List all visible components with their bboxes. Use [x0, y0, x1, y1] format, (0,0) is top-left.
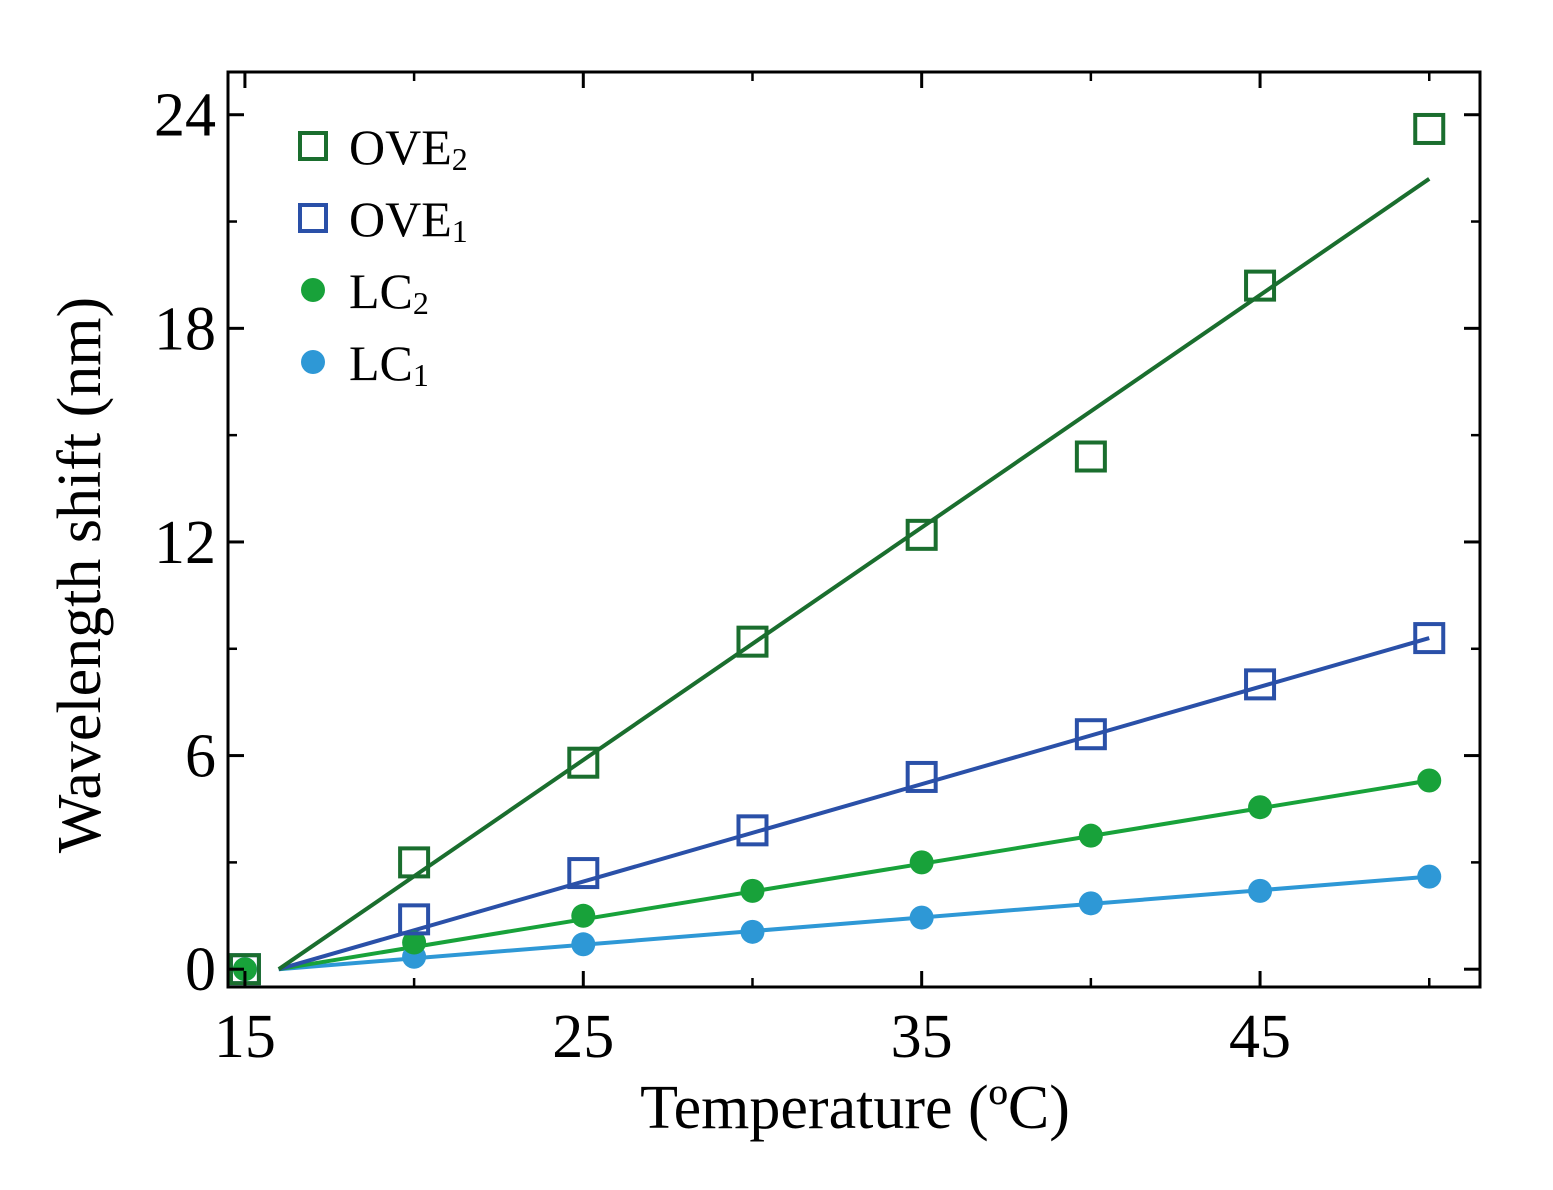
data-point-ove2 [1074, 440, 1107, 473]
legend-label: LC1 [349, 335, 429, 393]
data-point-lc2 [571, 903, 596, 928]
data-point-ove2 [1413, 112, 1446, 145]
y-tick-label: 24 [154, 82, 216, 150]
data-point-lc2 [402, 930, 427, 955]
legend-marker [298, 203, 328, 233]
y-tick-label: 18 [154, 295, 216, 363]
data-point-ove2 [905, 518, 938, 551]
data-point-ove1 [736, 814, 769, 847]
data-point-lc1 [1417, 864, 1442, 889]
x-tick-labels: 15 25 35 45 [214, 1003, 1291, 1071]
x-tick-label: 35 [891, 1003, 953, 1071]
legend-marker [301, 278, 325, 302]
data-point-lc1 [909, 905, 934, 930]
fit-line-ove2 [277, 177, 1431, 971]
data-point-ove1 [1413, 622, 1446, 655]
legend-item-ove1: OVE1 [298, 191, 468, 249]
data-point-ove1 [1244, 668, 1277, 701]
data-point-ove1 [1074, 718, 1107, 751]
legend-marker [301, 350, 325, 374]
data-point-lc1 [1248, 878, 1273, 903]
x-axis-title: Temperature (ºC) [640, 1074, 1070, 1142]
legend-item-ove2: OVE2 [298, 119, 468, 177]
x-tick-label: 15 [214, 1003, 276, 1071]
data-point-ove2 [398, 846, 431, 879]
data-point-ove1 [398, 903, 431, 936]
data-point-ove1 [905, 760, 938, 793]
fit-line-lc2 [278, 778, 1430, 972]
y-tick-label: 12 [154, 509, 216, 577]
plot-frame [226, 70, 1482, 989]
data-point-lc2 [1248, 795, 1273, 820]
data-point-lc2 [232, 957, 257, 982]
data-point-ove1 [567, 857, 600, 890]
data-point-lc1 [1078, 891, 1103, 916]
data-point-ove2 [567, 746, 600, 779]
fit-line-lc1 [278, 874, 1430, 972]
data-point-lc2 [1078, 823, 1103, 848]
legend-item-lc2: LC2 [301, 263, 429, 321]
data-point-lc2 [740, 878, 765, 903]
data-point-lc1 [740, 919, 765, 944]
legend: OVE2 OVE1 LC2 LC1 [298, 119, 468, 393]
fit-line-ove1 [278, 636, 1430, 972]
legend-item-lc1: LC1 [301, 335, 429, 393]
axis-ticks [228, 72, 1480, 987]
y-tick-label: 0 [185, 936, 216, 1004]
y-tick-labels: 0 6 12 18 24 [154, 82, 216, 1004]
x-tick-label: 45 [1229, 1003, 1291, 1071]
y-axis-title: Wavelength shift (nm) [46, 297, 114, 853]
plot-area [228, 112, 1446, 986]
legend-label: OVE2 [349, 119, 468, 177]
x-tick-label: 25 [552, 1003, 614, 1071]
legend-label: OVE1 [349, 191, 468, 249]
data-point-lc2 [1417, 768, 1442, 793]
legend-label: LC2 [349, 263, 429, 321]
data-point-lc1 [571, 932, 596, 957]
data-point-ove2 [736, 625, 769, 658]
data-point-ove2 [1244, 269, 1277, 302]
legend-marker [298, 131, 328, 161]
y-tick-label: 6 [185, 723, 216, 791]
data-point-lc2 [909, 850, 934, 875]
